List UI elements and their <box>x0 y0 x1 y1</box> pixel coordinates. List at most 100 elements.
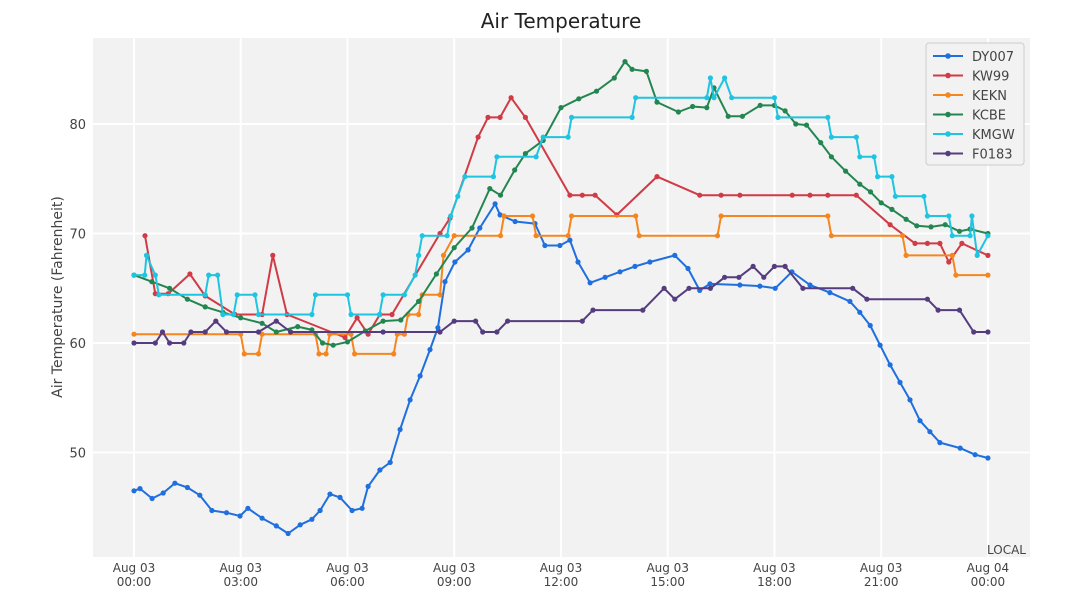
data-point <box>592 192 598 198</box>
x-tick-label-time: 12:00 <box>544 575 579 589</box>
data-point <box>317 507 323 514</box>
data-point <box>828 134 835 140</box>
data-point <box>451 245 457 251</box>
data-point <box>401 292 407 298</box>
data-point <box>825 114 831 120</box>
data-point <box>452 259 458 265</box>
data-point <box>444 233 450 239</box>
legend-item-kmgw[interactable]: KMGW <box>933 128 1015 143</box>
data-point <box>899 233 906 239</box>
y-axis-label: Air Temperature (Fahrenheit) <box>50 196 66 398</box>
data-point <box>312 292 319 298</box>
data-point <box>197 492 203 498</box>
data-point <box>309 516 315 522</box>
data-point <box>238 315 244 321</box>
data-point <box>352 351 358 357</box>
data-point <box>255 311 262 318</box>
data-point <box>533 233 539 239</box>
data-point <box>398 317 404 323</box>
legend-item-dy007[interactable]: DY007 <box>933 50 1014 65</box>
data-point <box>587 280 593 286</box>
data-point <box>654 174 660 180</box>
data-point <box>722 75 728 81</box>
data-point <box>590 307 596 313</box>
data-point <box>853 192 859 198</box>
data-point <box>593 88 600 94</box>
data-point <box>871 154 877 160</box>
data-point <box>942 222 948 228</box>
data-point <box>397 426 403 433</box>
data-point <box>847 298 853 304</box>
data-point <box>542 242 548 249</box>
data-point <box>828 154 835 160</box>
legend-item-kw99[interactable]: KW99 <box>933 70 1009 85</box>
legend-item-f0183[interactable]: F0183 <box>933 148 1013 163</box>
data-point <box>245 505 251 511</box>
data-point <box>497 114 503 120</box>
data-point <box>206 272 212 278</box>
chart-title: Air Temperature <box>481 9 642 33</box>
data-point <box>448 213 454 219</box>
data-point <box>914 223 920 229</box>
data-point <box>497 192 504 198</box>
x-tick-label-time: 15:00 <box>650 575 685 589</box>
data-point <box>497 212 503 218</box>
data-point <box>843 168 849 174</box>
data-point <box>142 233 148 239</box>
data-point <box>704 95 710 101</box>
data-point <box>167 285 173 291</box>
data-point <box>285 530 291 537</box>
data-point <box>181 340 187 346</box>
x-tick-label-date: Aug 03 <box>113 561 156 575</box>
data-point <box>202 292 208 298</box>
data-point <box>407 397 413 403</box>
data-point <box>718 213 724 219</box>
legend-item-kcbe[interactable]: KCBE <box>933 109 1006 124</box>
data-point <box>323 351 329 357</box>
data-point <box>946 259 952 265</box>
x-tick-label-time: 00:00 <box>117 575 152 589</box>
data-point <box>907 397 913 403</box>
data-point <box>131 340 137 346</box>
legend-item-kekn[interactable]: KEKN <box>933 89 1007 104</box>
data-point <box>380 329 386 335</box>
series-f0183 <box>131 263 991 346</box>
series-dy007 <box>131 201 991 537</box>
data-point <box>917 418 923 424</box>
data-point <box>579 192 585 198</box>
data-point <box>828 233 835 239</box>
data-point <box>903 216 909 222</box>
data-point <box>654 99 660 105</box>
data-point <box>697 192 703 198</box>
legend-marker <box>945 111 951 118</box>
data-point <box>149 495 155 502</box>
data-point <box>629 114 635 120</box>
data-point <box>255 351 262 357</box>
data-point <box>827 290 833 296</box>
data-point <box>985 329 991 335</box>
x-tick-label-date: Aug 03 <box>433 561 476 575</box>
data-point <box>427 347 433 353</box>
data-point <box>704 105 710 111</box>
x-tick-label-date: Aug 03 <box>540 561 583 575</box>
data-point <box>887 362 893 368</box>
data-point <box>295 324 301 330</box>
data-point <box>803 122 810 128</box>
data-point <box>416 252 422 258</box>
data-point <box>435 325 441 331</box>
data-point <box>209 507 215 514</box>
data-point <box>867 189 874 195</box>
data-point <box>974 252 980 258</box>
data-point <box>540 134 546 140</box>
grid <box>93 38 1030 557</box>
data-point <box>761 274 767 280</box>
data-point <box>462 174 468 180</box>
data-point <box>622 59 628 65</box>
data-point <box>473 318 479 324</box>
data-point <box>957 445 963 451</box>
data-point <box>349 507 355 514</box>
data-point <box>433 271 439 277</box>
x-tick-label-time: 00:00 <box>971 575 1006 589</box>
data-point <box>725 113 731 119</box>
data-point <box>167 340 173 346</box>
